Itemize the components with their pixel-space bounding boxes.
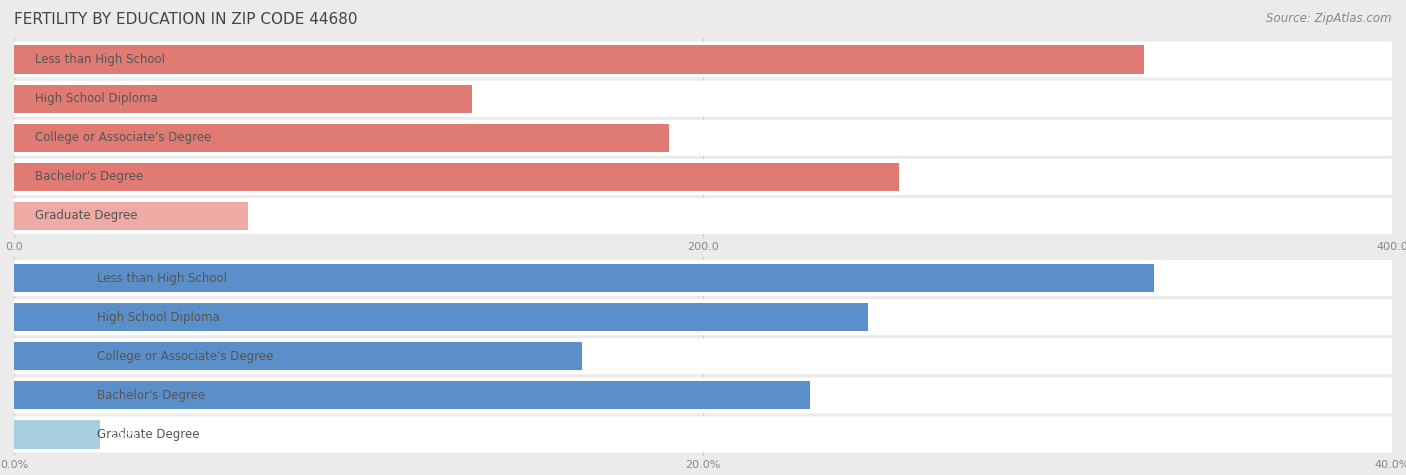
Text: 2.5%: 2.5% <box>107 428 136 441</box>
Text: College or Associate's Degree: College or Associate's Degree <box>35 131 211 144</box>
Bar <box>14 264 1154 292</box>
Text: 190.0: 190.0 <box>675 131 709 144</box>
Text: Graduate Degree: Graduate Degree <box>35 209 138 222</box>
Text: 23.1%: 23.1% <box>817 389 853 402</box>
FancyBboxPatch shape <box>14 377 1392 413</box>
FancyBboxPatch shape <box>14 198 1392 234</box>
Text: 24.8%: 24.8% <box>875 311 912 323</box>
Bar <box>14 202 249 230</box>
FancyBboxPatch shape <box>14 81 1392 117</box>
Text: Bachelor's Degree: Bachelor's Degree <box>97 389 205 402</box>
Text: Less than High School: Less than High School <box>35 53 165 66</box>
Text: Less than High School: Less than High School <box>97 272 226 285</box>
Text: High School Diploma: High School Diploma <box>35 92 157 105</box>
Bar <box>14 303 869 331</box>
FancyBboxPatch shape <box>14 41 1392 77</box>
Text: 68.0: 68.0 <box>256 209 281 222</box>
Text: 133.0: 133.0 <box>479 92 512 105</box>
Bar <box>14 163 900 191</box>
FancyBboxPatch shape <box>14 338 1392 374</box>
Text: FERTILITY BY EDUCATION IN ZIP CODE 44680: FERTILITY BY EDUCATION IN ZIP CODE 44680 <box>14 12 357 27</box>
Text: 328.0: 328.0 <box>1152 53 1184 66</box>
Bar <box>14 420 100 448</box>
Bar <box>14 124 669 152</box>
FancyBboxPatch shape <box>14 299 1392 335</box>
Text: Source: ZipAtlas.com: Source: ZipAtlas.com <box>1267 12 1392 25</box>
FancyBboxPatch shape <box>14 260 1392 296</box>
Text: High School Diploma: High School Diploma <box>97 311 219 323</box>
Bar <box>14 381 810 409</box>
Text: Bachelor's Degree: Bachelor's Degree <box>35 171 143 183</box>
Text: 33.1%: 33.1% <box>1161 272 1198 285</box>
Bar <box>14 85 472 113</box>
Text: Graduate Degree: Graduate Degree <box>97 428 200 441</box>
Text: 257.0: 257.0 <box>907 171 939 183</box>
Bar <box>14 46 1144 74</box>
FancyBboxPatch shape <box>14 417 1392 453</box>
Bar <box>14 342 582 370</box>
FancyBboxPatch shape <box>14 120 1392 156</box>
Text: 16.5%: 16.5% <box>589 350 627 363</box>
FancyBboxPatch shape <box>14 159 1392 195</box>
Text: College or Associate's Degree: College or Associate's Degree <box>97 350 273 363</box>
